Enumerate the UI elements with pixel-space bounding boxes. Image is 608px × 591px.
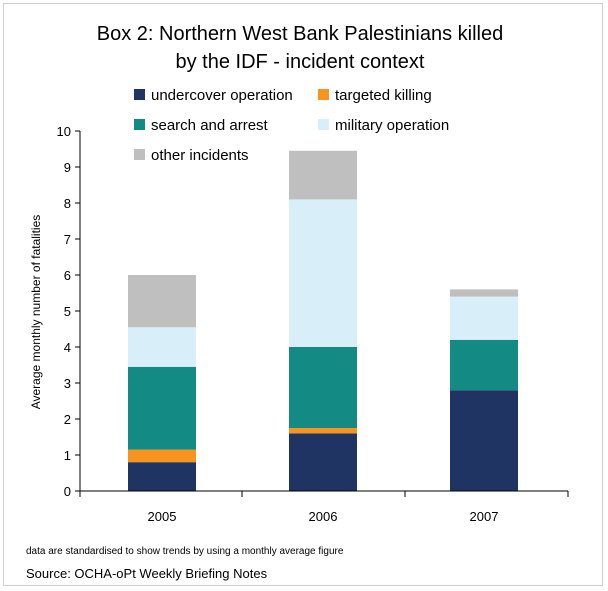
bar-2007-military-operation	[450, 296, 518, 340]
legend-swatch-targeted-killing	[318, 89, 329, 100]
y-tick-label-1: 1	[64, 448, 71, 463]
y-tick-label-2: 2	[64, 412, 71, 427]
legend-label-military-operation: military operation	[335, 117, 449, 134]
chart-title-line-1: Box 2: Northern West Bank Palestinians k…	[96, 23, 504, 45]
y-tick-label-8: 8	[64, 196, 71, 211]
y-tick-label-0: 0	[64, 484, 71, 499]
bar-2007-other-incidents	[450, 289, 518, 297]
bar-2007-search-and-arrest	[450, 339, 518, 391]
x-tick-label-2007: 2007	[470, 509, 499, 524]
legend-swatch-other-incidents	[134, 149, 145, 160]
y-tick-label-6: 6	[64, 268, 71, 283]
chart-title-line-2: by the IDF - incident context	[175, 51, 425, 73]
legend-swatch-search-and-arrest	[134, 119, 145, 130]
y-axis-label: Average monthly number of fatalities	[29, 215, 43, 410]
y-tick-label-7: 7	[64, 232, 71, 247]
axes-group: 0 1 2 3 4 5 6 7 8 9 10 2005 2006 2007	[57, 124, 569, 524]
x-tick-label-2005: 2005	[148, 509, 177, 524]
legend-label-other-incidents: other incidents	[151, 147, 249, 164]
bar-2005-military-operation	[128, 327, 196, 367]
bar-2006-undercover-operation	[289, 433, 357, 491]
bar-2006-military-operation	[289, 199, 357, 347]
chart-frame	[3, 3, 603, 586]
y-tick-label-9: 9	[64, 160, 71, 175]
bar-2007-undercover-operation	[450, 390, 518, 491]
chart-title: Box 2: Northern West Bank Palestinians k…	[0, 20, 600, 76]
x-tick-label-2006: 2006	[309, 509, 338, 524]
y-tick-label-3: 3	[64, 376, 71, 391]
bar-2006-other-incidents	[289, 150, 357, 200]
bar-2005-other-incidents	[128, 275, 196, 328]
source-note: Source: OCHA-oPt Weekly Briefing Notes	[26, 566, 268, 581]
bar-2006-targeted-killing	[289, 428, 357, 434]
footnote: data are standardised to show trends by …	[26, 546, 344, 557]
legend-swatch-military-operation	[318, 119, 329, 130]
y-tick-label-5: 5	[64, 304, 71, 319]
legend-label-targeted-killing: targeted killing	[335, 87, 432, 104]
y-tick-label-4: 4	[64, 340, 71, 355]
bar-2006-search-and-arrest	[289, 347, 357, 428]
legend-label-search-and-arrest: search and arrest	[151, 117, 269, 134]
y-tick-label-10: 10	[57, 124, 71, 139]
bar-2005-targeted-killing	[128, 449, 196, 463]
bar-2005-search-and-arrest	[128, 366, 196, 450]
legend-label-undercover-operation: undercover operation	[151, 87, 293, 104]
legend: undercover operation targeted killing sear…	[134, 87, 449, 164]
bars-group	[128, 150, 518, 491]
legend-swatch-undercover-operation	[134, 89, 145, 100]
bar-2005-undercover-operation	[128, 462, 196, 491]
